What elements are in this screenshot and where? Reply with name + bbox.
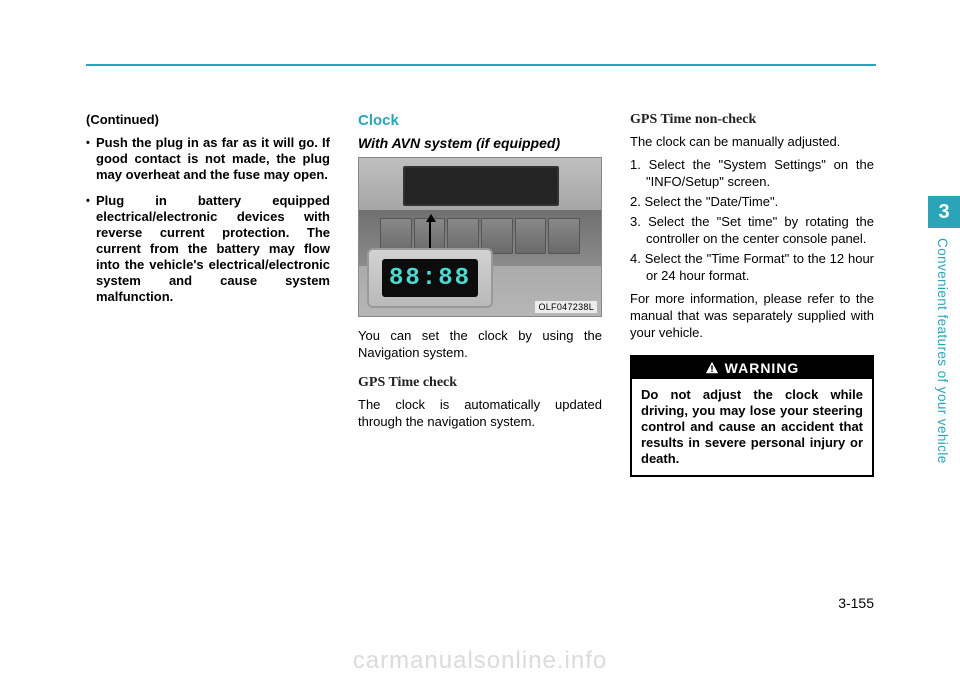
subheading-avn: With AVN system (if equipped) [358,135,602,151]
nav-screen [403,166,559,206]
bullet-item: • Push the plug in as far as it will go.… [86,135,330,183]
body-text: The clock is automatically updated throu… [358,396,602,430]
heading-gps-noncheck: GPS Time non-check [630,112,874,128]
step-item: Select the "Time Format" to the 12 hour … [630,250,874,284]
column-2: Clock With AVN system (if equipped) [358,112,602,572]
clock-digits: 88:88 [382,259,478,297]
watermark: carmanualsonline.info [0,647,960,675]
warning-body: Do not adjust the clock while driving, y… [632,379,872,475]
page-number: 3-155 [838,595,874,611]
heading-clock: Clock [358,112,602,129]
warning-icon [705,361,719,375]
warning-box: WARNING Do not adjust the clock while dr… [630,355,874,477]
continued-label: (Continued) [86,112,330,127]
step-item: Select the "Date/Time". [630,193,874,210]
bullet-dot: • [86,135,96,183]
chapter-number: 3 [928,196,960,228]
callout-arrow [426,214,436,222]
body-text: The clock can be manually adjusted. [630,133,874,150]
clock-module-inset: 88:88 [367,248,493,308]
warning-title: WARNING [725,360,800,376]
figure-code: OLF047238L [535,301,597,313]
bullet-dot: • [86,193,96,305]
top-rule [86,64,876,66]
body-text: You can set the clock by using the Navig… [358,327,602,361]
step-item: Select the "Set time" by rotating the co… [630,213,874,247]
side-tab: 3 Convenient features of your vehicle [928,196,960,464]
bullet-text: Plug in battery equipped electrical/elec… [96,193,330,305]
warning-header: WARNING [632,357,872,379]
dash-btn [548,218,580,254]
callout-line [429,218,431,248]
bullet-item: • Plug in battery equipped electrical/el… [86,193,330,305]
column-3: GPS Time non-check The clock can be manu… [630,112,874,572]
bullet-text: Push the plug in as far as it will go. I… [96,135,330,183]
dash-btn [515,218,547,254]
column-1: (Continued) • Push the plug in as far as… [86,112,330,572]
numbered-steps: Select the "System Settings" on the "INF… [630,156,874,284]
figure-dashboard-clock: 88:88 OLF047238L [358,157,602,317]
content-columns: (Continued) • Push the plug in as far as… [86,112,876,572]
chapter-title: Convenient features of your vehicle [935,238,950,464]
body-text: For more information, please refer to th… [630,290,874,341]
manual-page: (Continued) • Push the plug in as far as… [0,0,960,689]
heading-gps-check: GPS Time check [358,375,602,391]
step-item: Select the "System Settings" on the "INF… [630,156,874,190]
